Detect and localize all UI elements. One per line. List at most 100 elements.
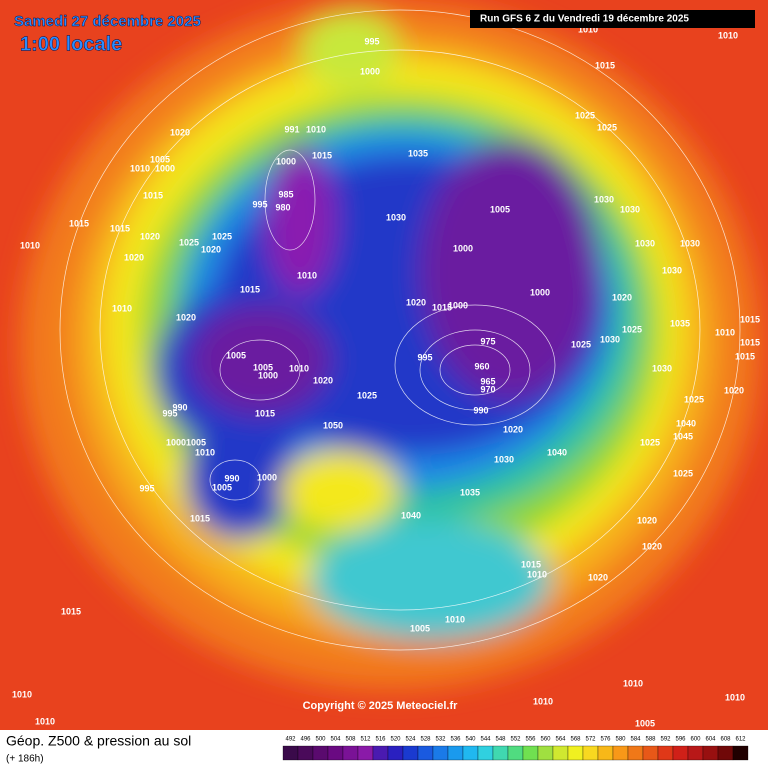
scale-label: 588	[645, 737, 656, 743]
scale-swatch	[447, 745, 464, 761]
scale-swatch	[387, 745, 404, 761]
lead-time: (+ 186h)	[6, 754, 44, 765]
isobar-label: 1025	[622, 324, 642, 334]
isobar-label: 1020	[588, 572, 608, 582]
isobar-label: 1025	[575, 110, 595, 120]
isobar-label: 1020	[724, 385, 744, 395]
isobar-label: 985	[278, 189, 293, 199]
isobar-label: 1030	[594, 194, 614, 204]
scale-swatch	[282, 745, 299, 761]
scale-label: 520	[390, 737, 401, 743]
isobar-label: 1020	[637, 515, 657, 525]
isobar-label: 1010	[289, 363, 309, 373]
geopotential-field	[0, 0, 768, 730]
scale-label: 512	[360, 737, 371, 743]
isobar-label: 995	[252, 199, 267, 209]
scale-label: 572	[585, 737, 596, 743]
isobar-label: 1015	[190, 513, 210, 523]
scale-label: 540	[465, 737, 476, 743]
isobar-label: 1015	[740, 337, 760, 347]
isobar-label: 1010	[35, 716, 55, 726]
isobar-label: 1040	[547, 447, 567, 457]
scale-label: 600	[690, 737, 701, 743]
isobar-label: 1005	[150, 154, 170, 164]
isobar-label: 991	[284, 124, 299, 134]
isobar-label: 1015	[432, 302, 452, 312]
scale-label: 516	[375, 737, 386, 743]
isobar-label: 965	[480, 376, 495, 386]
isobar-label: 970	[480, 384, 495, 394]
isobar-label: 995	[417, 352, 432, 362]
isobar-label: 1015	[735, 351, 755, 361]
isobar-label: 1040	[401, 510, 421, 520]
isobar-label: 1045	[673, 431, 693, 441]
scale-label: 576	[600, 737, 611, 743]
scale-label: 612	[735, 737, 746, 743]
isobar-label: 1020	[612, 292, 632, 302]
isobar-label: 960	[474, 361, 489, 371]
isobar-label: 1015	[312, 150, 332, 160]
isobar-label: 1040	[676, 418, 696, 428]
isobar-label: 1025	[640, 437, 660, 447]
scale-label: 608	[720, 737, 731, 743]
scale-label: 592	[660, 737, 671, 743]
isobar-label: 995	[162, 408, 177, 418]
isobar-label: 1010	[297, 270, 317, 280]
isobar-label: 1015	[110, 223, 130, 233]
isobar-label: 1015	[255, 408, 275, 418]
scale-label: 528	[420, 737, 431, 743]
isobar-label: 1035	[408, 148, 428, 158]
scale-label: 560	[540, 737, 551, 743]
isobar-label: 1000	[448, 300, 468, 310]
scale-label: 564	[555, 737, 566, 743]
scale-swatch	[582, 745, 599, 761]
isobar-label: 1030	[386, 212, 406, 222]
scale-label: 524	[405, 737, 416, 743]
isobar-label: 1015	[521, 559, 541, 569]
isobar-label: 1030	[652, 363, 672, 373]
isobar-label: 1020	[140, 231, 160, 241]
scale-label: 580	[615, 737, 626, 743]
isobar-label: 1020	[176, 312, 196, 322]
scale-swatch	[522, 745, 539, 761]
scale-swatch	[312, 745, 329, 761]
isobar-label: 1015	[143, 190, 163, 200]
scale-label: 504	[330, 737, 341, 743]
isobar-label: 1005	[226, 350, 246, 360]
isobar-label: 1025	[597, 122, 617, 132]
copyright: Copyright © 2025 Meteociel.fr	[303, 700, 459, 712]
isobar-label: 1005	[410, 623, 430, 633]
isobar-label: 1025	[179, 237, 199, 247]
isobar-label: 1005	[635, 718, 655, 728]
date: Samedi 27 décembre 2025	[14, 13, 201, 30]
isobar-label: 1015	[595, 60, 615, 70]
scale-swatch	[477, 745, 494, 761]
isobar-label: 1030	[494, 454, 514, 464]
isobar-label: 995	[364, 36, 379, 46]
isobar-label: 1005	[186, 437, 206, 447]
isobar-label: 1020	[170, 127, 190, 137]
isobar-label: 1010	[533, 696, 553, 706]
isobar-label: 1025	[571, 339, 591, 349]
scale-swatch	[687, 745, 704, 761]
isobar-label: 975	[480, 336, 495, 346]
scale-label: 548	[495, 737, 506, 743]
scale-label: 532	[435, 737, 446, 743]
scale-swatch	[432, 745, 449, 761]
isobar-label: 1010	[445, 614, 465, 624]
isobar-label: 1010	[20, 240, 40, 250]
scale-label: 552	[510, 737, 521, 743]
isobar-label: 990	[473, 405, 488, 415]
isobar-label: 1005	[490, 204, 510, 214]
scale-label: 536	[450, 737, 461, 743]
scale-swatch	[552, 745, 569, 761]
isobar-label: 995	[139, 483, 154, 493]
isobar-label: 1025	[212, 231, 232, 241]
local-time: 1:00 locale	[20, 33, 122, 55]
scale-label: 604	[705, 737, 716, 743]
isobar-label: 1015	[61, 606, 81, 616]
isobar-label: 1050	[323, 420, 343, 430]
isobar-label: 1010	[12, 689, 32, 699]
scale-swatch	[672, 745, 689, 761]
isobar-label: 1010	[112, 303, 132, 313]
